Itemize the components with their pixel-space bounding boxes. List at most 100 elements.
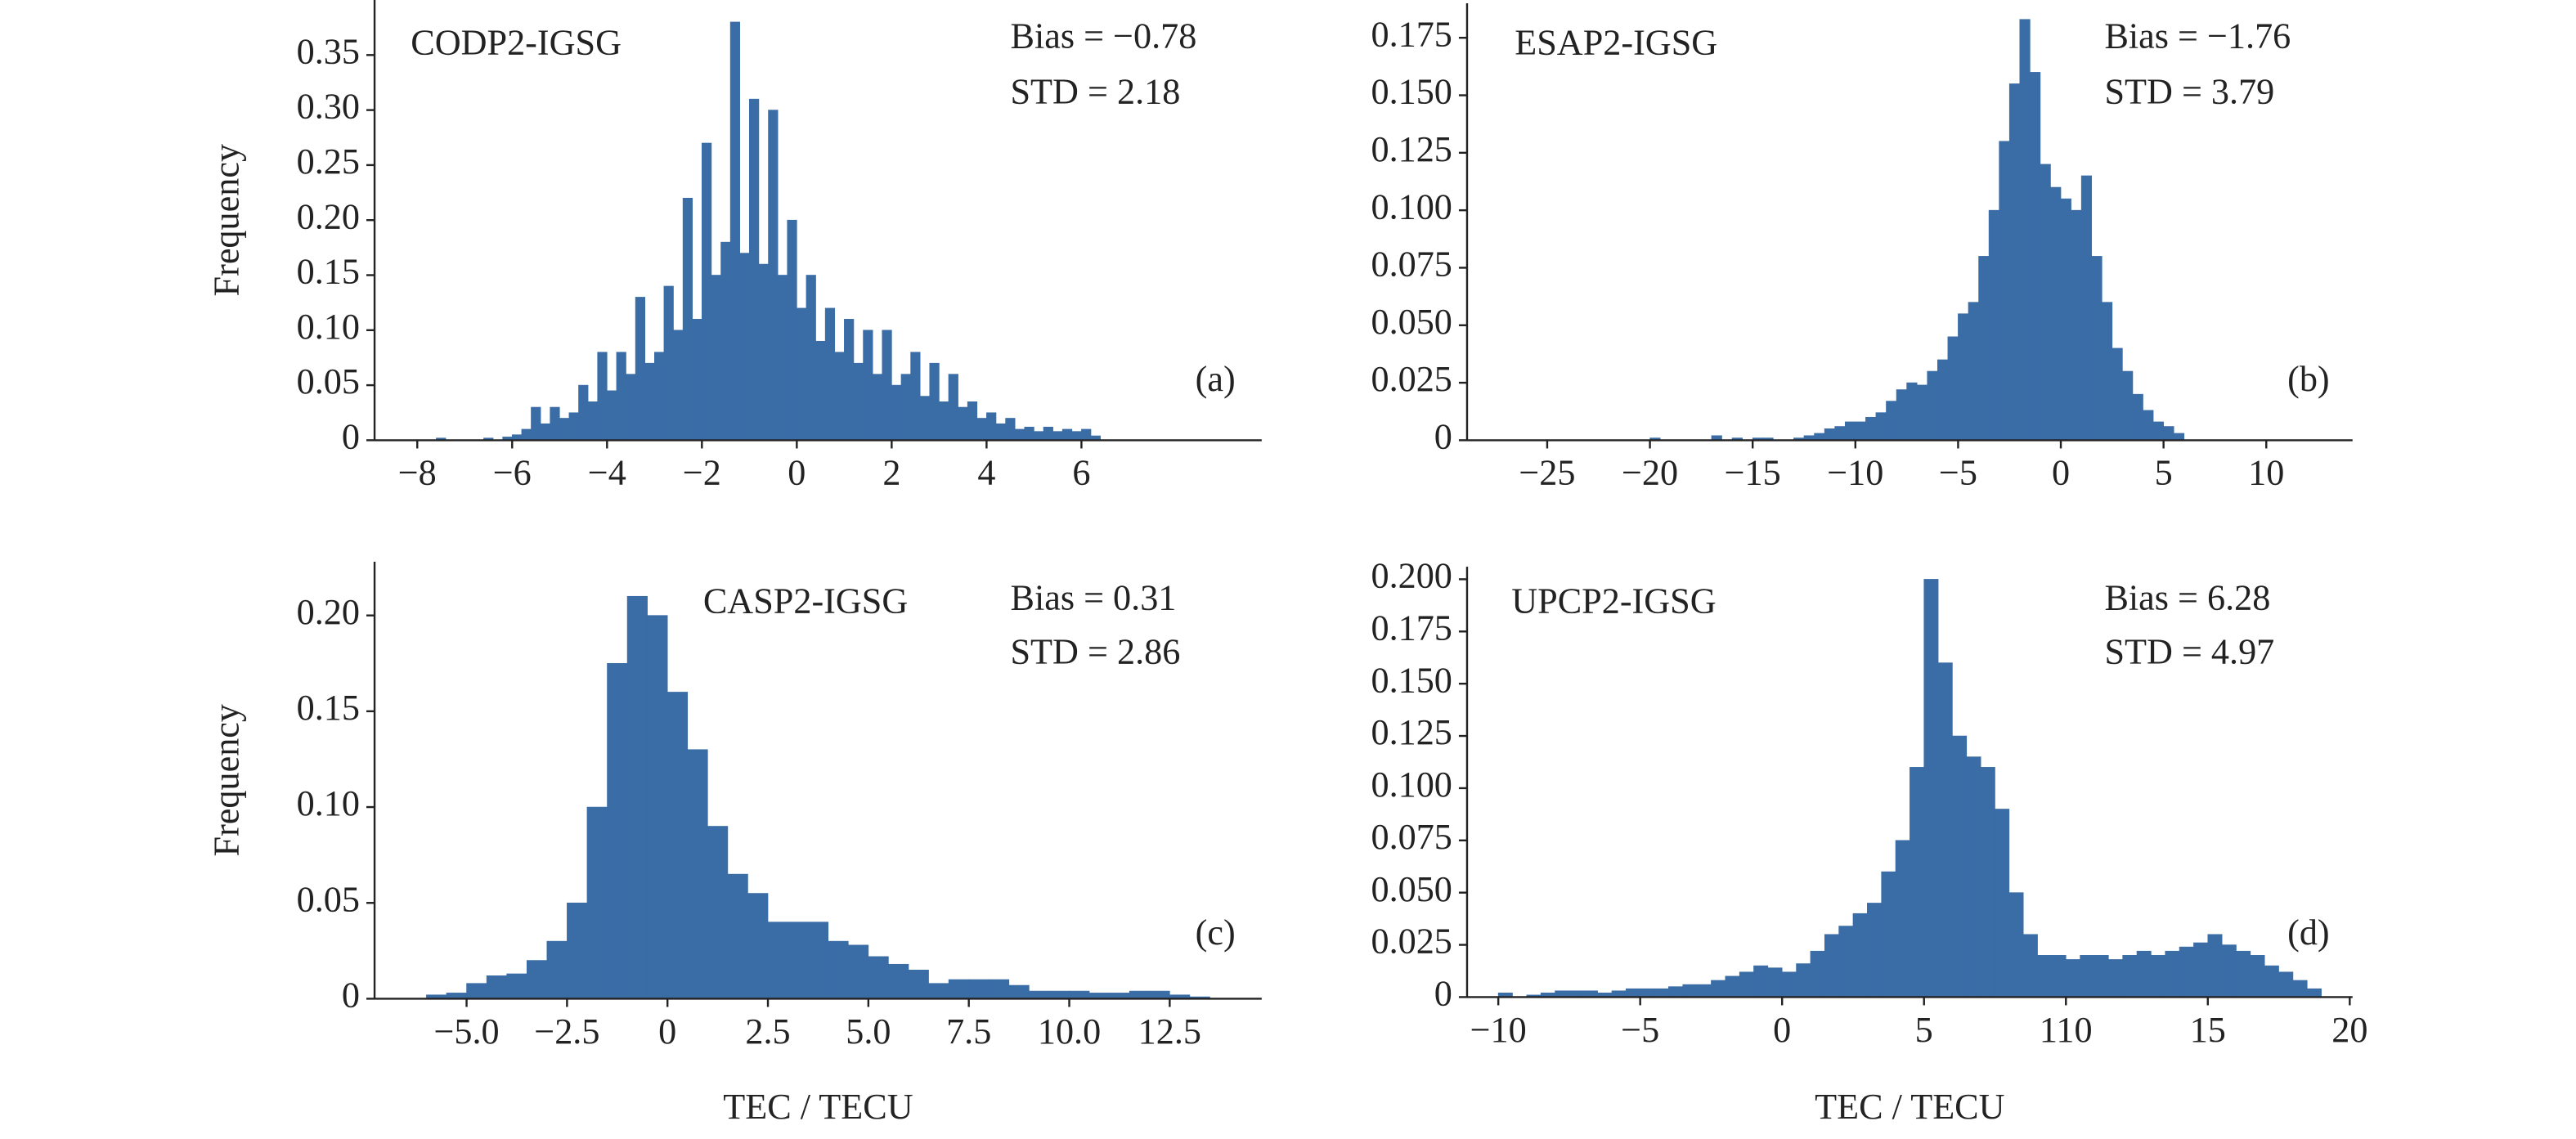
bar [2136,950,2152,998]
bar [1937,662,1953,998]
bar [1824,428,1835,441]
bar [687,749,708,999]
bar [1978,256,1990,441]
bar [606,390,617,441]
bar [466,983,487,999]
bar [1838,926,1854,998]
bar [1865,416,1877,441]
y-tick-label: 0 [1434,974,1452,1014]
bar [891,384,902,441]
bar [2080,175,2093,441]
x-tick-label: −5 [1939,453,1977,493]
x-tick-label: 20 [2331,1010,2367,1050]
bar [1966,756,1981,998]
bar [526,960,548,999]
bar [663,285,674,441]
bar [644,362,655,441]
bar [2143,410,2154,441]
bar [568,412,579,441]
y-tick-label: 0 [342,975,360,1016]
bar [2165,950,2180,998]
bar [2065,959,2080,998]
bar [626,374,636,441]
bar [707,826,729,999]
bar [995,423,1006,441]
x-tick-label: −20 [1622,453,1678,493]
bars [436,21,1101,441]
bar [806,275,816,441]
y-tick-label: 0.025 [1371,359,1452,399]
panel-title: CASP2-IGSG [703,581,908,621]
y-tick-label: 0.15 [297,688,360,728]
y-tick-label: 0.100 [1371,186,1452,226]
bar [2207,934,2223,998]
bar [635,297,646,441]
bar [2037,955,2053,998]
x-tick-label: 110 [2040,1010,2093,1050]
bar [1008,984,1030,999]
bar [1711,980,1726,998]
bar [986,412,997,441]
bar [1781,971,1797,998]
x-tick-label: 12.5 [1138,1011,1201,1052]
x-tick-label: −6 [493,453,532,493]
x-tick-label: −15 [1725,453,1781,493]
bar [586,806,608,999]
y-tick-label: 0.15 [297,252,360,292]
bar [958,406,968,441]
y-tick-label: 0.10 [297,307,360,347]
bar [654,352,665,441]
bar [2236,950,2251,998]
bar [1767,967,1783,998]
x-tick-label: 5 [1915,1010,1933,1050]
annotation: Bias = −0.78 [1010,16,1196,56]
panel-title: UPCP2-IGSG [1511,581,1716,621]
bar [1626,988,1640,998]
y-tick-label: 0.175 [1371,608,1452,648]
bar [1923,579,1939,998]
bar [1029,990,1050,999]
x-tick-label: −10 [1470,1010,1527,1050]
bar [2101,302,2113,441]
annotation: STD = 3.79 [2104,72,2274,112]
bar [486,975,507,999]
y-tick-label: 0.100 [1371,765,1452,805]
bar [2030,72,2041,441]
x-tick-label: −10 [1827,453,1883,493]
bar [2112,348,2123,441]
y-tick-label: 0.125 [1371,712,1452,752]
y-axis-label: Frequency [206,704,246,857]
bar [834,352,845,441]
bar [967,401,978,441]
bar [1824,934,1839,998]
bar [1906,382,1918,441]
bar [2108,959,2123,998]
bar [720,241,731,441]
x-axis-label: TEC / TECU [1815,1087,2004,1127]
bar [2132,393,2143,441]
bar [777,275,788,441]
x-tick-label: −25 [1519,453,1575,493]
bar [2094,955,2109,998]
x-tick-label: 2.5 [745,1011,790,1052]
y-tick-label: 0.150 [1371,660,1452,700]
x-tick-label: 0 [658,1011,676,1052]
bar [2151,955,2166,998]
bar [768,110,779,441]
x-tick-label: −5.0 [433,1011,499,1052]
bar [976,418,987,441]
bar [828,940,849,999]
bar [2071,209,2082,441]
bar [1810,950,1825,998]
annotation: STD = 4.97 [2104,632,2274,672]
bars [1497,579,2322,998]
bar [815,340,826,441]
x-tick-label: 4 [977,453,995,493]
annotation: (d) [2287,913,2330,953]
bar [919,396,931,441]
bar [910,352,921,441]
y-tick-label: 0.10 [297,783,360,823]
bar [797,307,807,441]
panel-title: CODP2-IGSG [411,22,622,62]
